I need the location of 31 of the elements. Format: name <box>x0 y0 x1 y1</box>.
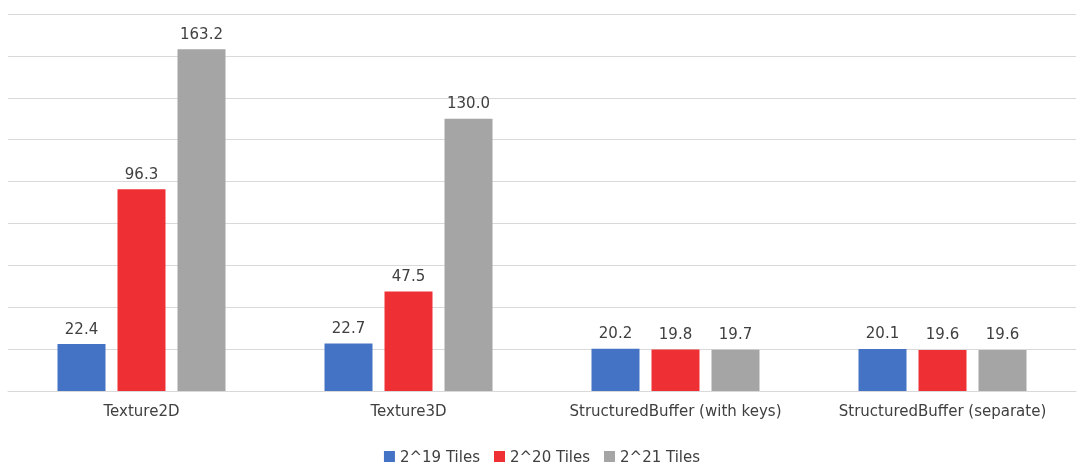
data-label: 20.1 <box>865 324 900 343</box>
bar <box>324 343 373 391</box>
bar <box>384 291 433 391</box>
legend-label: 2^21 Tiles <box>620 447 701 466</box>
data-label: 130.0 <box>447 94 490 113</box>
x-tick-label: StructuredBuffer (separate) <box>838 401 1047 420</box>
legend-label: 2^20 Tiles <box>509 447 591 466</box>
bar <box>444 118 493 391</box>
bar <box>57 344 106 391</box>
bar <box>858 348 907 391</box>
bar <box>711 349 760 391</box>
bar <box>651 349 700 391</box>
bar <box>117 189 166 391</box>
legend-label: 2^19 Tiles <box>399 447 481 466</box>
bar <box>177 49 226 391</box>
bar <box>978 349 1027 391</box>
data-label: 22.4 <box>64 319 99 338</box>
x-tick-label: StructuredBuffer (with keys) <box>569 401 782 420</box>
bar <box>918 349 967 391</box>
x-tick-label: Texture3D <box>369 401 447 420</box>
bar <box>591 348 640 391</box>
data-label: 163.2 <box>180 24 223 43</box>
data-label: 20.2 <box>598 324 633 343</box>
data-label: 19.6 <box>985 325 1020 344</box>
data-label: 22.7 <box>331 318 366 337</box>
data-label: 19.8 <box>658 325 693 344</box>
data-label: 96.3 <box>124 164 159 183</box>
data-label: 47.5 <box>391 267 426 286</box>
data-label: 19.6 <box>925 325 960 344</box>
x-tick-label: Texture2D <box>102 401 180 420</box>
data-label: 19.7 <box>718 325 753 344</box>
